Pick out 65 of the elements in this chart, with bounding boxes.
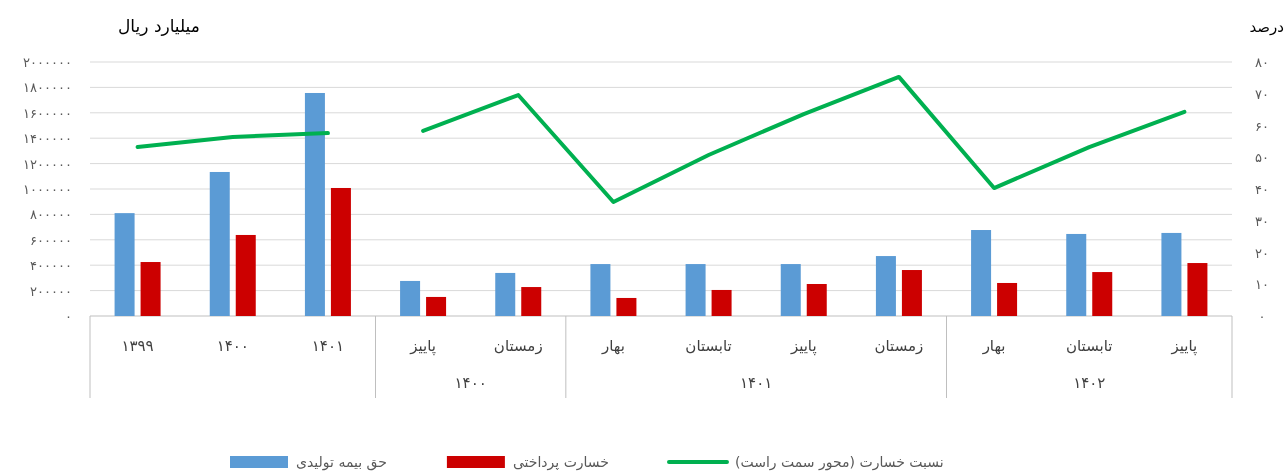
bar bbox=[806, 284, 827, 316]
y-tick-label: ۱۲۰۰۰۰۰ bbox=[23, 156, 72, 172]
x-tick-label: بهار bbox=[600, 337, 625, 355]
bar bbox=[521, 287, 542, 316]
y2-tick-label: ۷۰ bbox=[1255, 86, 1269, 102]
text: ۱۴۰۲ bbox=[1073, 374, 1106, 392]
y-tick-label: ۴۰۰۰۰۰ bbox=[30, 258, 72, 274]
legend-label: خسارت پرداختی bbox=[512, 454, 609, 471]
y-tick-label: ۲۰۰۰۰۰۰ bbox=[23, 55, 72, 70]
bar bbox=[330, 187, 351, 316]
bar bbox=[426, 296, 447, 316]
y-axis-title: میلیارد ریال bbox=[118, 16, 200, 36]
y2-axis-title: درصد bbox=[1249, 18, 1284, 36]
y-tick-label: ۲۰۰۰۰۰ bbox=[30, 283, 72, 299]
bar bbox=[209, 171, 230, 316]
y-tick-label: ۱۸۰۰۰۰۰ bbox=[23, 80, 72, 96]
legend-label: حق بیمه تولیدی bbox=[296, 454, 387, 471]
y2-tick-label: ۰ bbox=[1258, 309, 1266, 324]
bar bbox=[140, 262, 161, 316]
x-tick-label: ۱۴۰۰ bbox=[216, 337, 249, 355]
x-tick-label: پاییز bbox=[409, 337, 436, 356]
y2-tick-label: ۴۰ bbox=[1255, 182, 1269, 197]
x-tick-label: بهار bbox=[981, 337, 1006, 355]
x-tick-label: پاییز bbox=[1170, 337, 1198, 356]
y-tick-label: ۸۰۰۰۰۰ bbox=[30, 207, 72, 223]
bar bbox=[971, 230, 992, 316]
bar bbox=[1161, 232, 1182, 316]
x-tick-label: زمستان bbox=[493, 337, 543, 355]
bar bbox=[304, 92, 325, 316]
x-tick-label: زمستان bbox=[874, 337, 924, 355]
bar bbox=[875, 256, 896, 316]
bar bbox=[114, 213, 135, 316]
x-tick-label: ۱۳۹۹ bbox=[121, 337, 154, 355]
bar bbox=[616, 297, 637, 316]
y-tick-label: ۰ bbox=[65, 309, 72, 324]
bar bbox=[235, 234, 256, 316]
y-tick-label: ۱۶۰۰۰۰۰ bbox=[23, 105, 72, 121]
y2-tick-label: ۳۰ bbox=[1255, 213, 1269, 229]
bar bbox=[1187, 263, 1208, 316]
bar bbox=[1066, 233, 1087, 316]
text: ۱۴۰۰ bbox=[454, 374, 487, 392]
bar bbox=[590, 264, 611, 316]
y2-tick-label: ۵۰ bbox=[1255, 150, 1269, 166]
x-tick-label: تابستان bbox=[1066, 337, 1113, 355]
y2-tick-label: ۸۰ bbox=[1255, 55, 1269, 70]
line-series bbox=[421, 74, 1187, 205]
y-tick-label: ۱۴۰۰۰۰۰ bbox=[23, 131, 72, 147]
y2-tick-label: ۲۰ bbox=[1255, 245, 1269, 261]
bar bbox=[997, 282, 1018, 316]
y-tick-label: ۶۰۰۰۰۰ bbox=[30, 232, 72, 248]
x-tick-label: تابستان bbox=[685, 337, 732, 355]
bar bbox=[711, 289, 732, 316]
bar bbox=[400, 280, 421, 316]
text: ۱۴۰۱ bbox=[740, 374, 773, 392]
bar bbox=[901, 270, 922, 316]
bar bbox=[780, 264, 801, 316]
bar bbox=[495, 272, 516, 316]
y2-tick-label: ۶۰ bbox=[1255, 118, 1269, 134]
x-tick-label: ۱۴۰۱ bbox=[311, 337, 345, 355]
x-tick-label: پاییز bbox=[789, 337, 817, 356]
y2-tick-label: ۱۰ bbox=[1255, 277, 1269, 293]
y-tick-label: ۱۰۰۰۰۰۰ bbox=[23, 182, 72, 197]
bar bbox=[685, 264, 706, 316]
bar bbox=[1092, 272, 1113, 316]
legend-label: نسبت خسارت (محور سمت راست) bbox=[734, 454, 944, 471]
